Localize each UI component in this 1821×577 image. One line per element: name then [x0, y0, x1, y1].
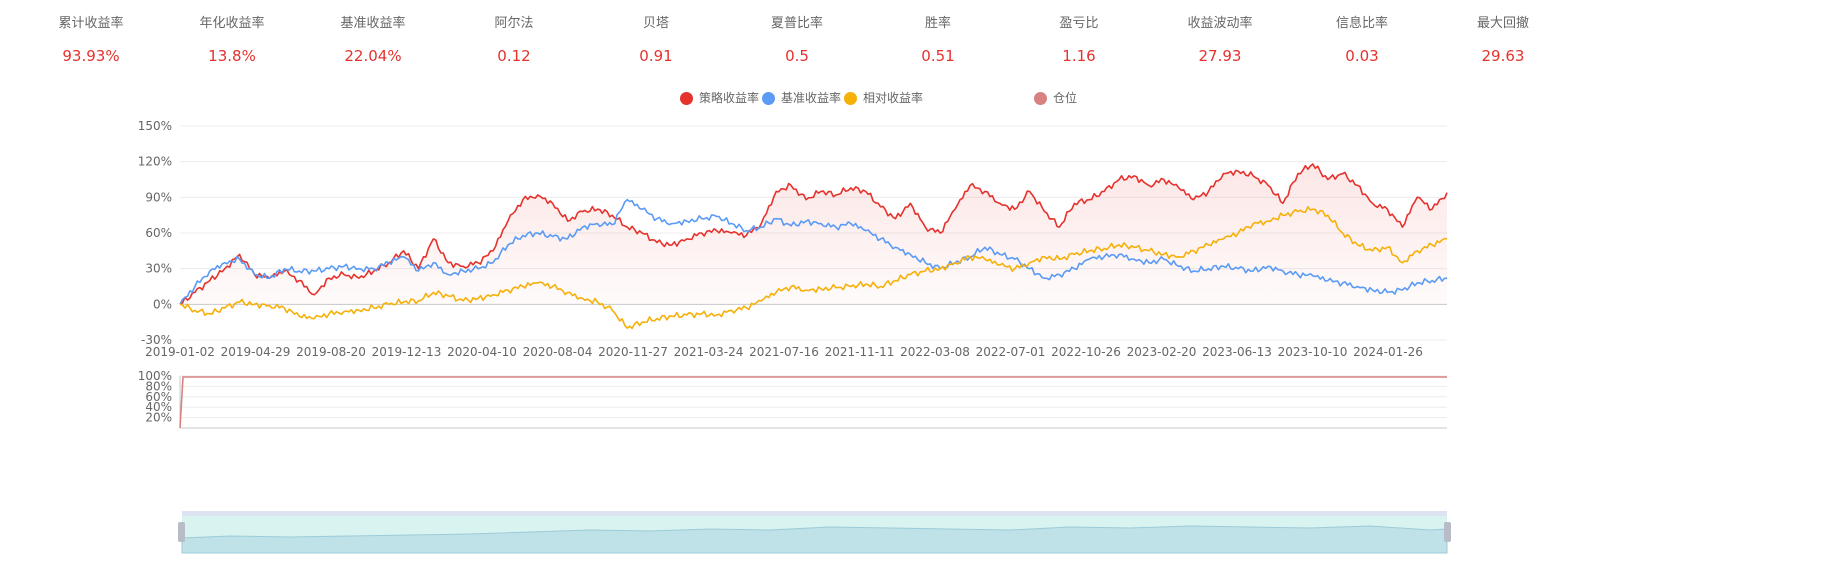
- position-y-tick-label: 60%: [145, 390, 172, 404]
- x-tick-label: 2022-10-26: [1051, 345, 1121, 359]
- metric-volatility: 收益波动率 27.93: [1140, 14, 1300, 66]
- x-tick-label: 2019-04-29: [221, 345, 291, 359]
- x-tick-label: 2019-08-20: [296, 345, 366, 359]
- y-tick-label: 0%: [153, 297, 172, 311]
- metric-label: 夏普比率: [770, 16, 823, 31]
- metric-label: 盈亏比: [1059, 16, 1099, 31]
- metric-benchmark-return: 基准收益率 22.04%: [293, 14, 453, 66]
- metric-value: 0.03: [1345, 47, 1379, 65]
- metric-label: 胜率: [924, 16, 951, 31]
- metric-cumulative-return: 累计收益率 93.93%: [11, 14, 171, 66]
- metric-value: 13.8%: [208, 47, 256, 65]
- legend-dot: [844, 92, 857, 105]
- x-tick-label: 2020-04-10: [447, 345, 517, 359]
- metric-value: 22.04%: [344, 47, 402, 65]
- metric-annual-return: 年化收益率 13.8%: [152, 14, 312, 66]
- position-y-tick-label: 40%: [145, 400, 172, 414]
- x-tick-label: 2020-11-27: [598, 345, 668, 359]
- metric-win-rate: 胜率 0.51: [858, 14, 1018, 66]
- metric-label: 阿尔法: [494, 16, 534, 31]
- main-y-axis: 150% 120% 90% 60% 30% 0% -30%: [138, 119, 172, 347]
- series-line-1: [179, 198, 1448, 305]
- position-y-tick-label: 100%: [138, 369, 172, 383]
- series-line-2: [179, 206, 1448, 330]
- metric-value: 29.63: [1481, 47, 1525, 65]
- position-line-0: [179, 376, 1447, 429]
- y-tick-label: 60%: [145, 226, 172, 240]
- metric-label: 累计收益率: [58, 16, 124, 31]
- metric-value: 0.51: [921, 47, 955, 65]
- zoom-slider[interactable]: [178, 511, 1451, 554]
- metric-value: 0.5: [785, 47, 809, 65]
- metric-label: 信息比率: [1335, 16, 1388, 31]
- metric-alpha: 阿尔法 0.12: [434, 14, 594, 66]
- y-tick-label: 120%: [138, 155, 172, 169]
- y-tick-label: 30%: [145, 262, 172, 276]
- legend-label: 基准收益率: [781, 91, 842, 105]
- x-tick-label: 2023-10-10: [1278, 345, 1348, 359]
- metric-label: 收益波动率: [1187, 16, 1253, 31]
- legend-dot: [680, 92, 693, 105]
- y-tick-label: -30%: [141, 333, 172, 347]
- metric-label: 年化收益率: [199, 16, 265, 31]
- metric-value: 0.12: [497, 47, 531, 65]
- metric-value: 1.16: [1062, 47, 1096, 65]
- x-tick-label: 2019-12-13: [372, 345, 442, 359]
- x-tick-label: 2020-08-04: [523, 345, 593, 359]
- metric-sharpe: 夏普比率 0.5: [717, 14, 877, 66]
- x-tick-label: 2021-11-11: [825, 345, 895, 359]
- legend-label: 仓位: [1053, 91, 1078, 105]
- metric-max-drawdown: 最大回撤 29.63: [1423, 14, 1583, 66]
- x-tick-label: 2024-01-26: [1353, 345, 1423, 359]
- y-tick-label: 90%: [145, 190, 172, 204]
- series-area-0: [180, 164, 1447, 305]
- metric-value: 27.93: [1198, 47, 1242, 65]
- zoom-slider-top-bar: [182, 511, 1447, 516]
- metric-profit-loss-ratio: 盈亏比 1.16: [999, 14, 1159, 66]
- zoom-handle-left[interactable]: [178, 522, 185, 542]
- legend-label: 策略收益率: [699, 91, 760, 105]
- x-tick-label: 2023-06-13: [1202, 345, 1272, 359]
- legend-dot: [762, 92, 775, 105]
- position-grid: [179, 375, 1447, 429]
- x-tick-label: 2021-03-24: [674, 345, 744, 359]
- position-y-tick-label: 80%: [145, 379, 172, 393]
- main-x-axis: 2019-01-02 2019-04-29 2019-08-20 2019-12-13…: [145, 345, 1423, 359]
- chart-legend: 策略收益率 基准收益率 相对收益率 仓位: [0, 88, 1821, 108]
- position-y-tick-label: 20%: [145, 411, 172, 425]
- legend-label: 相对收益率: [863, 91, 924, 105]
- x-tick-label: 2019-01-02: [145, 345, 215, 359]
- main-series: [179, 163, 1448, 330]
- metric-value: 93.93%: [62, 47, 120, 65]
- x-tick-label: 2023-02-20: [1127, 345, 1197, 359]
- position-series: [179, 376, 1447, 429]
- zoom-handle-right[interactable]: [1444, 522, 1451, 542]
- metric-beta: 贝塔 0.91: [576, 14, 736, 66]
- metrics-row: 累计收益率 93.93% 年化收益率 13.8% 基准收益率 22.04% 阿尔…: [0, 14, 1821, 74]
- y-tick-label: 150%: [138, 119, 172, 133]
- x-tick-label: 2022-07-01: [976, 345, 1046, 359]
- x-tick-label: 2022-03-08: [900, 345, 970, 359]
- x-tick-label: 2021-07-16: [749, 345, 819, 359]
- metric-value: 0.91: [639, 47, 673, 65]
- position-y-axis: 100%80%60%40%20%: [138, 369, 172, 425]
- metric-label: 最大回撤: [1476, 16, 1529, 31]
- legend-dot: [1034, 92, 1047, 105]
- series-line-0: [179, 163, 1448, 305]
- metric-label: 贝塔: [642, 16, 669, 31]
- metric-label: 基准收益率: [340, 16, 406, 31]
- zoom-slider-preview: [181, 525, 1448, 554]
- metric-information-ratio: 信息比率 0.03: [1282, 14, 1442, 66]
